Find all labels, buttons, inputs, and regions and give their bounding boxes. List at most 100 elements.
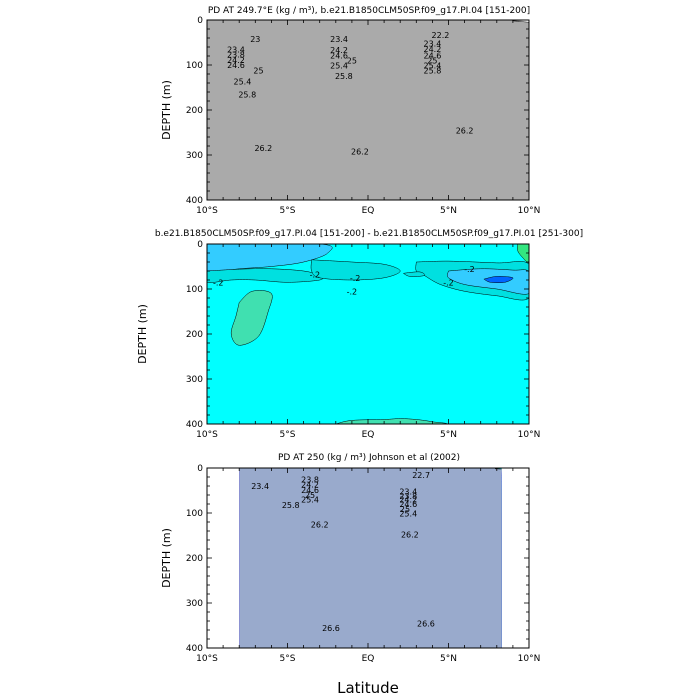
x-axis-label: Latitude <box>337 679 399 697</box>
contour-label: 22.7 <box>412 471 430 480</box>
panel-bottom-observed-density: PD AT 250 (kg / m³) Johnson et al (2002)… <box>160 453 540 664</box>
y-tick-label: 100 <box>186 61 203 71</box>
contour-label: 25.8 <box>423 66 441 75</box>
contour-label: 25.8 <box>282 501 300 510</box>
contour-label: 25.4 <box>301 496 319 505</box>
contour-label: 26.2 <box>351 147 369 156</box>
y-tick-label: 0 <box>197 240 203 250</box>
contour-label: 26.2 <box>456 126 474 135</box>
panel-middle-difference: b.e21.B1850CLM50SP.f09_g17.PI.04 [151-20… <box>136 229 583 440</box>
y-tick-label: 200 <box>186 330 203 340</box>
x-tick-label: 5°S <box>280 206 296 216</box>
panel-top-title: PD AT 249.7°E (kg / m³), b.e21.B1850CLM5… <box>208 6 530 16</box>
y-tick-label: 0 <box>197 464 203 474</box>
x-tick-label: EQ <box>362 654 375 664</box>
x-tick-label: 10°N <box>518 206 541 216</box>
y-tick-label: 400 <box>186 644 203 654</box>
contour-label: -.2 <box>350 274 361 283</box>
contour-label: 25.4 <box>399 509 417 518</box>
contour-label: 25.4 <box>423 61 441 70</box>
contour-label: 25 <box>427 57 437 66</box>
contour-label: 23 <box>250 35 260 44</box>
contour-label: 23.4 <box>330 35 348 44</box>
contour-label: 26.2 <box>401 531 419 540</box>
contour-label: 23.8 <box>227 51 245 60</box>
y-tick-label: 300 <box>186 375 203 385</box>
y-tick-label: 100 <box>186 285 203 295</box>
y-tick-label: 300 <box>186 599 203 609</box>
y-tick-label: 0 <box>197 16 203 26</box>
contour-label: 25 <box>305 491 315 500</box>
contour-label: 23.8 <box>399 492 417 501</box>
contour-label: 25 <box>347 57 357 66</box>
contour-label: -.2 <box>310 271 321 280</box>
contour-field: -.2 -.2 -.2 -.2 -.2 -.2 <box>207 244 529 424</box>
contour-label: 23.4 <box>399 487 417 496</box>
contour-region-mint <box>230 290 273 346</box>
x-tick-label: EQ <box>362 206 375 216</box>
x-tick-label: EQ <box>362 430 375 440</box>
x-tick-label: 10°S <box>196 430 218 440</box>
x-tick-label: 10°N <box>518 654 541 664</box>
contour-label: -.2 <box>443 278 454 287</box>
contour-label: 25.8 <box>238 90 256 99</box>
y-tick-label: 200 <box>186 554 203 564</box>
contour-label: 23.8 <box>301 475 319 484</box>
x-tick-label: 10°N <box>518 430 541 440</box>
contour-label: 25.8 <box>335 72 353 81</box>
contour-region-mint <box>335 418 447 424</box>
contour-label: 24.2 <box>423 45 441 54</box>
panel-bottom-title: PD AT 250 (kg / m³) Johnson et al (2002) <box>278 453 460 463</box>
y-tick-label: 400 <box>186 420 203 430</box>
contour-label: 25.4 <box>330 61 348 70</box>
contour-label: 23.4 <box>423 39 441 48</box>
panel-top-ylabel: DEPTH (m) <box>160 80 173 140</box>
contour-label: 23.4 <box>251 482 269 491</box>
x-tick-label: 5°N <box>440 430 457 440</box>
contour-region-aqua <box>310 259 401 281</box>
x-tick-label: 10°S <box>196 654 218 664</box>
y-tick-label: 400 <box>186 196 203 206</box>
contour-label: 26.2 <box>254 144 272 153</box>
contour-label: 26.2 <box>311 520 329 529</box>
x-tick-label: 5°N <box>440 654 457 664</box>
contour-label: 25 <box>253 66 263 75</box>
contour-label: -.2 <box>213 278 224 287</box>
contour-label: 24.2 <box>227 56 245 65</box>
contour-label: 24.6 <box>227 61 245 70</box>
contour-region-aqua <box>402 271 426 277</box>
panel-middle-ylabel: DEPTH (m) <box>136 304 149 364</box>
contour-band-gray <box>207 20 529 200</box>
contour-label: 24.6 <box>301 486 319 495</box>
x-tick-label: 5°S <box>280 654 296 664</box>
contour-label: 23.4 <box>227 45 245 54</box>
contour-region-green <box>517 244 529 263</box>
contour-region-blue <box>483 276 514 283</box>
contour-label: -.2 <box>347 287 358 296</box>
contour-label: 24.2 <box>399 496 417 505</box>
x-tick-label: 5°S <box>280 430 296 440</box>
panel-top-model-density: PD AT 249.7°E (kg / m³), b.e21.B1850CLM5… <box>160 6 540 216</box>
panel-bottom-ylabel: DEPTH (m) <box>160 528 173 588</box>
contour-label: 24.6 <box>423 52 441 61</box>
contour-label: 26.6 <box>322 624 340 633</box>
contour-label: 24.2 <box>330 46 348 55</box>
contour-label: 22.2 <box>432 31 450 40</box>
contour-region-aqua <box>207 268 324 283</box>
x-tick-label: 5°N <box>440 206 457 216</box>
contour-label: 24.6 <box>399 500 417 509</box>
contour-label: 24.6 <box>330 52 348 61</box>
panel-middle-title: b.e21.B1850CLM50SP.f09_g17.PI.04 [151-20… <box>155 229 583 239</box>
contour-label: 26.6 <box>417 619 435 628</box>
y-tick-label: 100 <box>186 509 203 519</box>
x-tick-label: 10°S <box>196 206 218 216</box>
contour-label: 25.4 <box>234 78 252 87</box>
contour-label: 25 <box>400 505 410 514</box>
contour-band-grayblue <box>239 468 502 648</box>
y-tick-label: 300 <box>186 151 203 161</box>
contour-label: -.2 <box>464 265 475 274</box>
y-tick-label: 200 <box>186 106 203 116</box>
